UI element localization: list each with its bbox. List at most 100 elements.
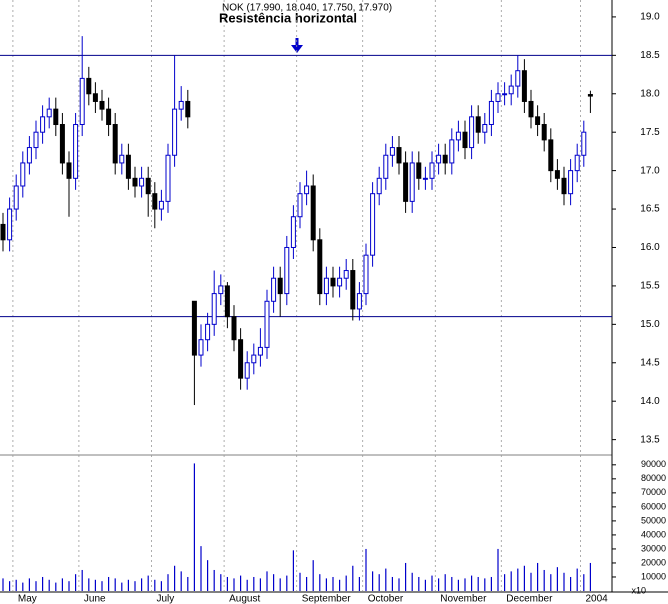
x-tick-label: November xyxy=(440,594,487,604)
volume-bar xyxy=(312,560,314,591)
candle-body xyxy=(53,108,59,126)
candle-body xyxy=(317,239,323,295)
candle-body xyxy=(79,77,85,126)
volume-bar xyxy=(589,562,591,591)
candle-body xyxy=(20,162,26,187)
candle-body xyxy=(73,124,79,179)
volume-bar xyxy=(306,576,308,591)
volume-bar xyxy=(193,463,195,591)
y-tick-label: 18.5 xyxy=(640,50,660,61)
candle-body xyxy=(46,108,52,118)
candle-body xyxy=(568,170,574,195)
x-tick-label: October xyxy=(368,594,404,604)
volume-bar xyxy=(88,578,90,591)
y-tick-label: 14.0 xyxy=(640,396,660,407)
volume-bar xyxy=(160,581,162,591)
volume-bar xyxy=(497,548,499,591)
candle-body xyxy=(436,154,442,164)
x-tick-label: July xyxy=(157,594,175,604)
volume-bar xyxy=(28,578,30,591)
candle-body xyxy=(119,154,125,164)
y-tick-label: 14.5 xyxy=(640,357,660,368)
candle-body xyxy=(455,131,461,141)
candle-body xyxy=(257,346,263,356)
volume-bar xyxy=(94,579,96,591)
candle-body xyxy=(132,177,138,187)
y2-tick-label: 40000 xyxy=(641,529,666,539)
candle-body xyxy=(469,116,475,149)
volume-bar xyxy=(431,575,433,591)
volume-bar xyxy=(266,571,268,591)
candle-body xyxy=(26,147,32,164)
volume-bar xyxy=(22,582,24,591)
volume-bar xyxy=(114,578,116,591)
y-tick-label: 13.5 xyxy=(640,434,660,445)
candle-body xyxy=(535,116,541,126)
candle-body xyxy=(284,246,290,295)
y-tick-label: 18.0 xyxy=(640,88,660,99)
candle-body xyxy=(66,162,72,179)
y2-tick-label: 90000 xyxy=(641,459,666,469)
candle-body xyxy=(396,147,402,164)
candle-body xyxy=(449,139,455,164)
candle-body xyxy=(337,277,343,287)
volume-bar xyxy=(530,572,532,591)
volume-bar xyxy=(345,575,347,591)
candle-body xyxy=(515,70,521,87)
volume-bar xyxy=(444,574,446,591)
candle-body xyxy=(429,162,435,179)
volume-bar xyxy=(154,579,156,591)
candle-body xyxy=(191,300,197,356)
volume-bar xyxy=(570,576,572,591)
candle-body xyxy=(224,285,230,318)
y-tick-label: 19.0 xyxy=(640,12,660,23)
volume-bar xyxy=(358,576,360,591)
candle-body xyxy=(112,124,118,164)
y2-tick-label: 50000 xyxy=(641,515,666,525)
volume-bar xyxy=(484,578,486,591)
candle-body xyxy=(587,94,593,97)
volume-bar xyxy=(451,576,453,591)
volume-bar xyxy=(167,574,169,591)
candle-body xyxy=(152,193,158,210)
candle-body xyxy=(442,154,448,164)
candle-body xyxy=(92,93,98,102)
x-tick-label: September xyxy=(302,594,352,604)
volume-bar xyxy=(108,576,110,591)
candle-body xyxy=(495,93,501,102)
candle-body xyxy=(488,100,494,126)
volume-bar xyxy=(141,578,143,591)
volume-bar xyxy=(457,579,459,591)
candle-body xyxy=(383,154,389,179)
volume-bar xyxy=(365,548,367,591)
volume-bar xyxy=(174,565,176,591)
volume-bar xyxy=(378,574,380,591)
x-tick-label: August xyxy=(229,594,260,604)
candle-body xyxy=(554,170,560,179)
candle-body xyxy=(218,285,224,295)
volume-bar xyxy=(385,568,387,591)
candle-body xyxy=(323,277,329,295)
volume-bar xyxy=(517,568,519,591)
volume-bar xyxy=(68,581,70,591)
candle-body xyxy=(330,277,336,287)
volume-bar xyxy=(15,579,17,591)
candle-body xyxy=(363,254,369,295)
candle-body xyxy=(158,200,164,210)
volume-bar xyxy=(576,568,578,591)
volume-unit: x10 xyxy=(631,585,646,595)
volume-bar xyxy=(510,571,512,591)
candle-body xyxy=(40,116,46,133)
candle-body xyxy=(416,162,422,179)
candle-body xyxy=(403,162,409,202)
x-tick-label: December xyxy=(506,594,553,604)
candle-body xyxy=(211,293,217,325)
volume-bar xyxy=(127,579,129,591)
candle-body xyxy=(310,185,316,241)
candle-body xyxy=(475,116,481,133)
volume-bar xyxy=(121,582,123,591)
candle-body xyxy=(185,100,191,118)
volume-bar xyxy=(253,576,255,591)
volume-bar xyxy=(563,572,565,591)
